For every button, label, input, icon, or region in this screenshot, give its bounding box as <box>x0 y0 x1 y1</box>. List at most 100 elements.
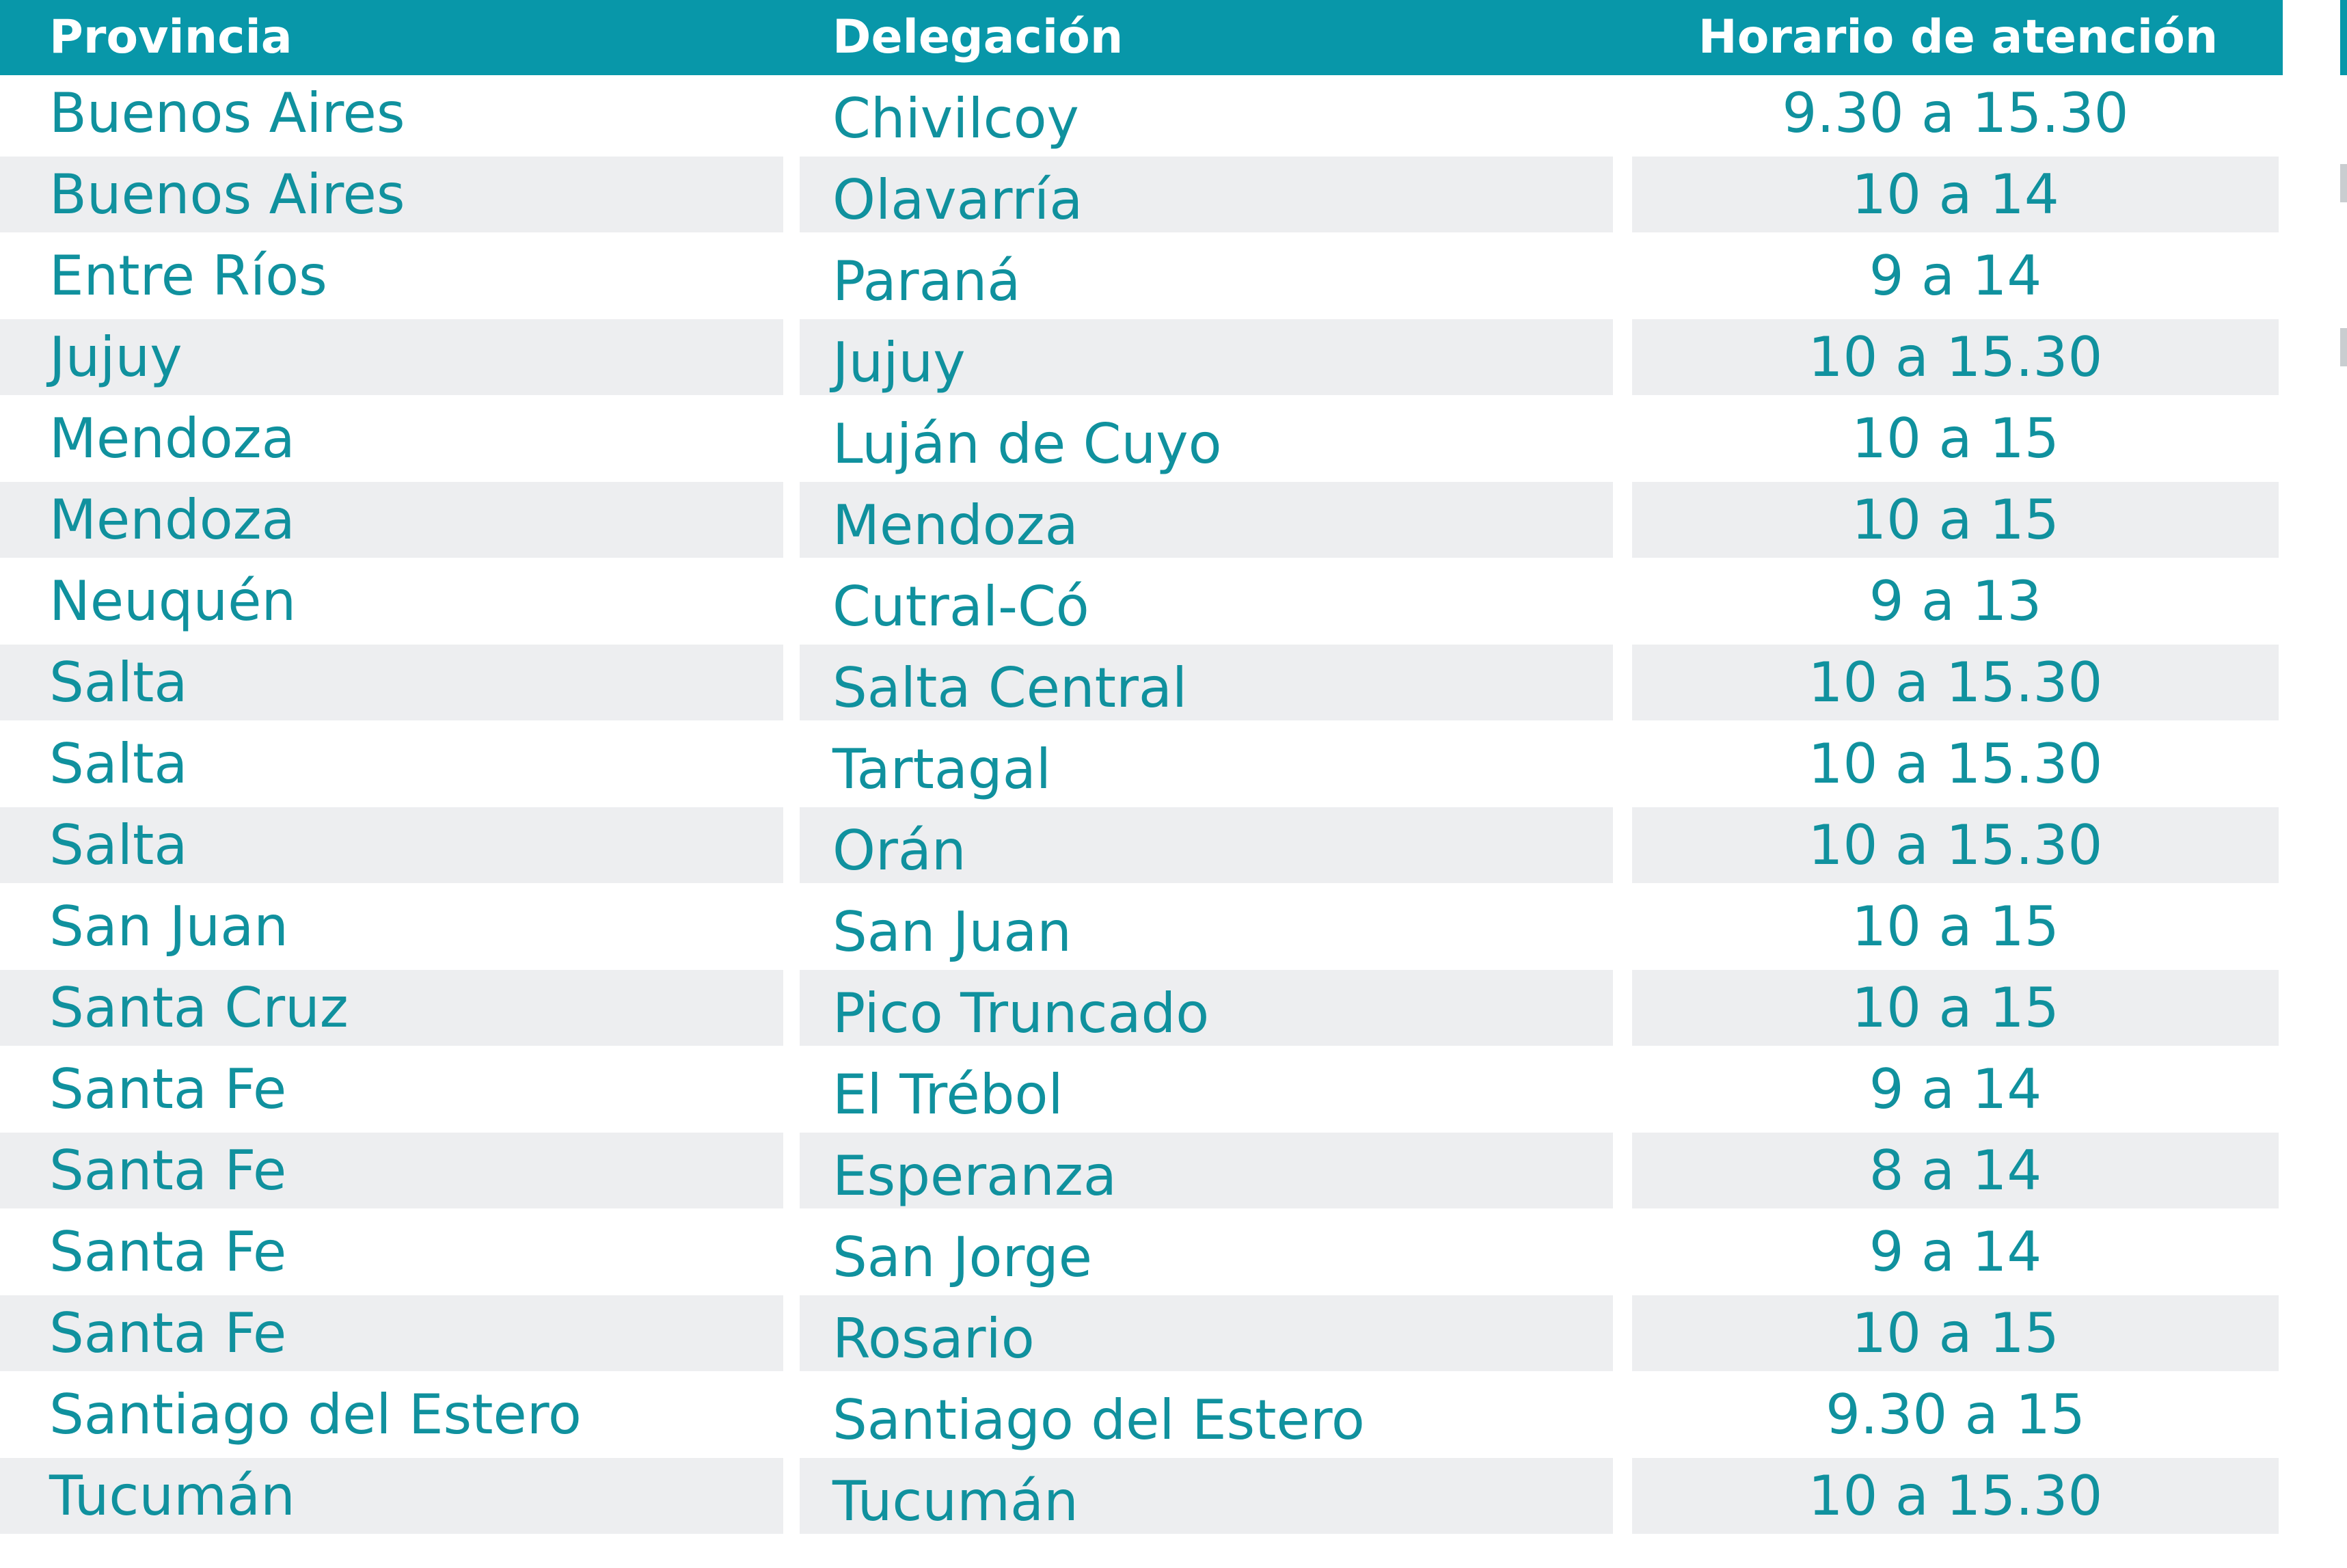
delegacion-cell-text: San Juan <box>832 900 1072 964</box>
delegacion-cell: Olavarría <box>800 157 1613 232</box>
provincia-cell-text: Mendoza <box>49 407 295 470</box>
horario-cell-text: 10 a 14 <box>1851 163 2059 226</box>
page-edge-mark <box>2340 0 2347 75</box>
table-row: San Juan San Juan 10 a 15 <box>0 889 2283 970</box>
provincia-cell: Santiago del Estero <box>0 1377 783 1452</box>
horario-cell: 9 a 14 <box>1632 238 2279 314</box>
table-row: Santa Fe Esperanza 8 a 14 <box>0 1133 2283 1214</box>
delegations-table: Provincia Delegación Horario de atención… <box>0 0 2283 1539</box>
delegacion-cell: Chivilcoy <box>800 75 1613 151</box>
delegacion-cell-text: Chivilcoy <box>832 87 1079 150</box>
horario-cell: 10 a 15 <box>1632 482 2279 558</box>
provincia-cell-text: Santa Fe <box>49 1139 287 1202</box>
provincia-cell: Neuquén <box>0 563 783 639</box>
horario-cell-text: 10 a 15 <box>1851 488 2059 552</box>
delegacion-cell-text: Cutral-Có <box>832 575 1089 638</box>
delegacion-cell: Esperanza <box>800 1133 1613 1208</box>
provincia-cell: Santa Cruz <box>0 970 783 1046</box>
provincia-cell: San Juan <box>0 889 783 964</box>
delegacion-cell-text: El Trébol <box>832 1063 1063 1126</box>
horario-cell: 10 a 15.30 <box>1632 645 2279 720</box>
delegacion-cell: Paraná <box>800 238 1613 314</box>
delegacion-cell-text: Salta Central <box>832 656 1188 720</box>
horario-cell: 9 a 14 <box>1632 1051 2279 1127</box>
table-body: Buenos Aires Chivilcoy 9.30 a 15.30 Buenos … <box>0 75 2283 1539</box>
provincia-cell-text: Santa Fe <box>49 1220 287 1284</box>
table-row: Buenos Aires Chivilcoy 9.30 a 15.30 <box>0 75 2283 157</box>
delegacion-cell: Luján de Cuyo <box>800 401 1613 476</box>
horario-cell-text: 10 a 15 <box>1851 895 2059 958</box>
header-provincia: Provincia <box>49 10 293 64</box>
horario-cell: 9.30 a 15 <box>1632 1377 2279 1452</box>
table-row: Entre Ríos Paraná 9 a 14 <box>0 238 2283 319</box>
delegacion-cell: Orán <box>800 807 1613 883</box>
delegacion-cell: Salta Central <box>800 645 1613 720</box>
delegacion-cell: Rosario <box>800 1295 1613 1371</box>
table-row: Salta Salta Central 10 a 15.30 <box>0 645 2283 726</box>
horario-cell-text: 9 a 14 <box>1869 1057 2042 1121</box>
delegacion-cell-text: Esperanza <box>832 1144 1117 1208</box>
table-row: Santiago del Estero Santiago del Estero 9.… <box>0 1377 2283 1458</box>
horario-cell-text: 8 a 14 <box>1869 1139 2042 1202</box>
table-row: Salta Tartagal 10 a 15.30 <box>0 726 2283 807</box>
delegacion-cell-text: Tucumán <box>832 1470 1078 1533</box>
provincia-cell-text: Jujuy <box>49 325 182 389</box>
table-row: Santa Fe Rosario 10 a 15 <box>0 1295 2283 1377</box>
table-row: Santa Fe El Trébol 9 a 14 <box>0 1051 2283 1133</box>
horario-cell-text: 9 a 13 <box>1869 569 2042 633</box>
delegacion-cell: Cutral-Có <box>800 563 1613 639</box>
header-horario: Horario de atención <box>1698 10 2219 64</box>
table-row: Jujuy Jujuy 10 a 15.30 <box>0 319 2283 401</box>
provincia-cell: Mendoza <box>0 482 783 558</box>
horario-cell-text: 10 a 15 <box>1851 1301 2059 1365</box>
delegacion-cell: Santiago del Estero <box>800 1377 1613 1452</box>
table-row: Buenos Aires Olavarría 10 a 14 <box>0 157 2283 238</box>
page-edge-mark <box>2340 328 2347 366</box>
horario-cell: 9 a 14 <box>1632 1214 2279 1290</box>
provincia-cell: Santa Fe <box>0 1214 783 1290</box>
horario-cell-text: 10 a 15.30 <box>1808 1464 2103 1528</box>
delegacion-cell-text: Luján de Cuyo <box>832 412 1222 476</box>
horario-cell: 10 a 15 <box>1632 970 2279 1046</box>
provincia-cell-text: Neuquén <box>49 569 297 633</box>
provincia-cell: Salta <box>0 726 783 802</box>
table-row: Tucumán Tucumán 10 a 15.30 <box>0 1458 2283 1539</box>
table-row: Neuquén Cutral-Có 9 a 13 <box>0 563 2283 645</box>
provincia-cell: Santa Fe <box>0 1051 783 1127</box>
table-header: Provincia Delegación Horario de atención <box>0 0 2283 75</box>
delegacion-cell-text: Paraná <box>832 249 1021 313</box>
horario-cell-text: 10 a 15 <box>1851 407 2059 470</box>
horario-cell: 10 a 15 <box>1632 1295 2279 1371</box>
provincia-cell: Santa Fe <box>0 1133 783 1208</box>
page-edge-mark <box>2340 164 2347 202</box>
header-delegacion: Delegación <box>832 10 1124 64</box>
table-row: Mendoza Mendoza 10 a 15 <box>0 482 2283 563</box>
provincia-cell-text: Buenos Aires <box>49 163 405 226</box>
horario-cell-text: 9.30 a 15.30 <box>1782 81 2129 145</box>
horario-cell-text: 10 a 15 <box>1851 976 2059 1040</box>
provincia-cell-text: Tucumán <box>49 1464 295 1528</box>
horario-cell-text: 10 a 15.30 <box>1808 813 2103 877</box>
delegacion-cell-text: Pico Truncado <box>832 982 1210 1045</box>
horario-cell: 9 a 13 <box>1632 563 2279 639</box>
delegacion-cell-text: Orán <box>832 819 966 882</box>
delegacion-cell: Jujuy <box>800 319 1613 395</box>
table-row: Santa Cruz Pico Truncado 10 a 15 <box>0 970 2283 1051</box>
delegacion-cell: San Juan <box>800 889 1613 964</box>
provincia-cell-text: Salta <box>49 651 188 714</box>
delegacion-cell: Pico Truncado <box>800 970 1613 1046</box>
provincia-cell: Jujuy <box>0 319 783 395</box>
delegacion-cell-text: San Jorge <box>832 1226 1092 1289</box>
horario-cell: 9.30 a 15.30 <box>1632 75 2279 151</box>
provincia-cell-text: Buenos Aires <box>49 81 405 145</box>
provincia-cell-text: Santa Fe <box>49 1301 287 1365</box>
provincia-cell-text: Santa Cruz <box>49 976 349 1040</box>
delegacion-cell-text: Olavarría <box>832 168 1083 232</box>
provincia-cell-text: Santiago del Estero <box>49 1383 582 1446</box>
provincia-cell: Santa Fe <box>0 1295 783 1371</box>
horario-cell: 10 a 15.30 <box>1632 726 2279 802</box>
horario-cell: 10 a 15 <box>1632 889 2279 964</box>
horario-cell-text: 9.30 a 15 <box>1826 1383 2085 1446</box>
delegacion-cell-text: Mendoza <box>832 494 1078 557</box>
delegacion-cell: San Jorge <box>800 1214 1613 1290</box>
